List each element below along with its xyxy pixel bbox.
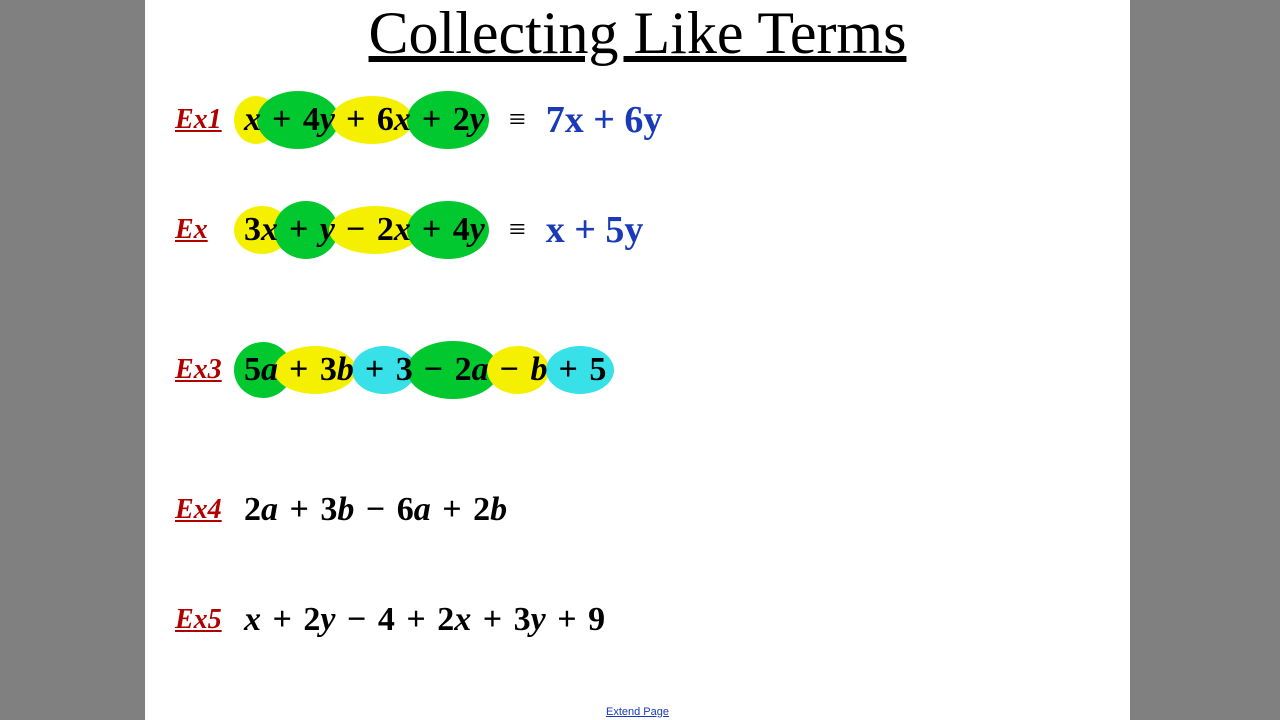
expression: 3x+ y− 2x+ 4y bbox=[240, 211, 489, 249]
term-text: + 3b bbox=[282, 351, 358, 389]
term-wrap: 2a + 3b − 6a + 2b bbox=[240, 491, 511, 529]
example-label: Ex1 bbox=[175, 104, 230, 136]
example-row: Ex3 5a+ 3b+ 3− 2a− b+ 5 bbox=[175, 340, 610, 400]
term-text: + 2y bbox=[415, 101, 489, 139]
term-text: + 4y bbox=[415, 211, 489, 249]
answer-text: 7x + 6y bbox=[546, 98, 663, 142]
term-text: + 6x bbox=[339, 101, 415, 139]
term-text: 2a + 3b − 6a + 2b bbox=[240, 491, 511, 529]
term-text: + 3 bbox=[358, 351, 417, 389]
term-wrap: + y bbox=[282, 211, 339, 249]
equals-sign: ≡ bbox=[509, 213, 526, 247]
term-text: − b bbox=[493, 351, 552, 389]
expression: 5a+ 3b+ 3− 2a− b+ 5 bbox=[240, 351, 610, 389]
term-text: + y bbox=[282, 211, 339, 249]
term-wrap: − b bbox=[493, 351, 552, 389]
term-wrap: 3x bbox=[240, 211, 282, 249]
example-row: Ex5 x + 2y − 4 + 2x + 3y + 9 bbox=[175, 590, 609, 650]
expression: 2a + 3b − 6a + 2b bbox=[240, 491, 511, 529]
term-wrap: 5a bbox=[240, 351, 282, 389]
term-text: − 2x bbox=[339, 211, 415, 249]
term-text: − 2a bbox=[417, 351, 493, 389]
term-wrap: x bbox=[240, 101, 265, 139]
expression: x + 2y − 4 + 2x + 3y + 9 bbox=[240, 601, 609, 639]
example-label: Ex4 bbox=[175, 494, 230, 526]
term-wrap: + 3b bbox=[282, 351, 358, 389]
term-text: x bbox=[240, 101, 265, 139]
term-text: + 5 bbox=[552, 351, 611, 389]
term-wrap: − 2a bbox=[417, 351, 493, 389]
example-label: Ex bbox=[175, 214, 230, 246]
term-wrap: x + 2y − 4 + 2x + 3y + 9 bbox=[240, 601, 609, 639]
term-wrap: + 4y bbox=[265, 101, 339, 139]
term-text: + 4y bbox=[265, 101, 339, 139]
term-wrap: + 6x bbox=[339, 101, 415, 139]
term-wrap: + 4y bbox=[415, 211, 489, 249]
term-wrap: + 3 bbox=[358, 351, 417, 389]
example-label: Ex5 bbox=[175, 604, 230, 636]
equals-sign: ≡ bbox=[509, 103, 526, 137]
page-title: Collecting Like Terms bbox=[145, 0, 1130, 66]
page-container: Collecting Like Terms Ex1x+ 4y+ 6x+ 2y≡7… bbox=[145, 0, 1130, 720]
term-text: 5a bbox=[240, 351, 282, 389]
example-row: Ex 3x+ y− 2x+ 4y ≡ x + 5y bbox=[175, 200, 643, 260]
term-wrap: + 2y bbox=[415, 101, 489, 139]
term-wrap: − 2x bbox=[339, 211, 415, 249]
extend-page-link[interactable]: Extend Page bbox=[606, 706, 669, 718]
answer-text: x + 5y bbox=[546, 208, 644, 252]
example-label: Ex3 bbox=[175, 354, 230, 386]
example-row: Ex1 x+ 4y+ 6x+ 2y ≡ 7x + 6y bbox=[175, 90, 662, 150]
term-text: x + 2y − 4 + 2x + 3y + 9 bbox=[240, 601, 609, 639]
term-wrap: + 5 bbox=[552, 351, 611, 389]
expression: x+ 4y+ 6x+ 2y bbox=[240, 101, 489, 139]
example-row: Ex4 2a + 3b − 6a + 2b bbox=[175, 480, 511, 540]
term-text: 3x bbox=[240, 211, 282, 249]
